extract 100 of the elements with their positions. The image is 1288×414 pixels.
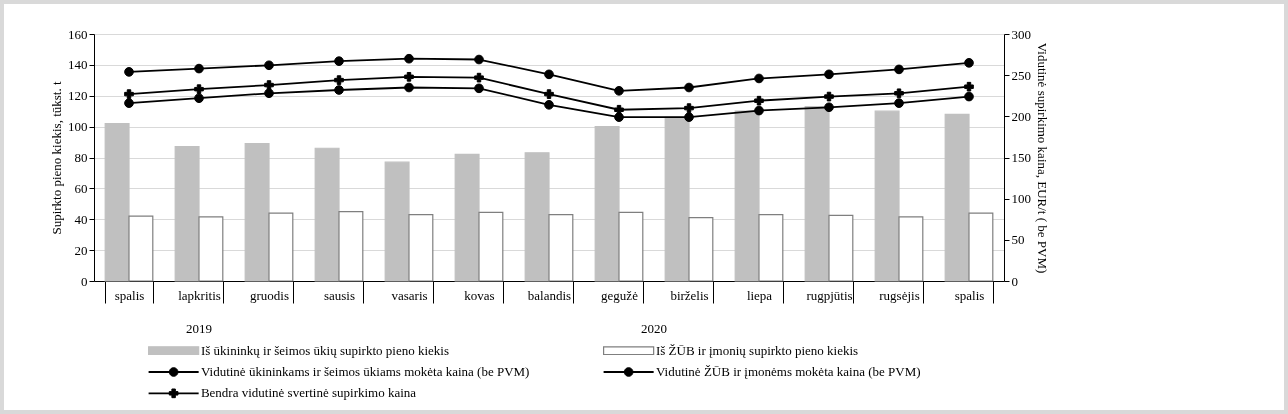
bar xyxy=(384,161,410,282)
y-tick-label: 120 xyxy=(68,88,88,104)
x-tick-label: vasaris xyxy=(391,287,428,303)
point xyxy=(684,82,694,93)
legend-label: Bendra vidutinė svertinė supirkimo kaina xyxy=(200,385,417,401)
x-tick-label: spalis xyxy=(114,287,145,303)
x-tick-label: sausis xyxy=(323,287,356,303)
x-tick-label: birželis xyxy=(670,287,709,303)
bar xyxy=(268,212,294,282)
point xyxy=(544,89,554,99)
legend-label: Vidutinė ūkininkams ir šeimos ūkiams mokėta kaina (be PVM) xyxy=(200,364,530,379)
y-tick-label: 20 xyxy=(74,242,88,258)
bar xyxy=(198,216,224,282)
bar xyxy=(804,105,830,282)
bar xyxy=(664,116,690,282)
x-tick-label: gruodis xyxy=(250,287,289,303)
bar xyxy=(594,126,620,282)
point xyxy=(964,58,974,68)
y-tick-label: 160 xyxy=(68,26,88,42)
legend-label: Iš ūkininkų ir šeimos ūkių supirkto pieno kiekis xyxy=(200,342,449,358)
text: 2020 xyxy=(641,321,667,336)
bar xyxy=(734,110,760,282)
y-tick-label: 60 xyxy=(74,180,88,196)
point xyxy=(334,85,344,95)
bar xyxy=(828,214,854,282)
x-tick-label: balandis xyxy=(527,287,572,303)
bar xyxy=(758,214,784,282)
y-tick-label: 140 xyxy=(68,57,88,73)
bar xyxy=(408,214,434,282)
x-tick-label: kovas xyxy=(464,287,495,303)
legend-label: Iš ŽŪB ir įmonių supirkto pieno kiekis xyxy=(655,342,859,358)
point xyxy=(474,72,484,83)
point xyxy=(264,80,274,90)
point xyxy=(544,69,554,80)
point xyxy=(824,69,834,80)
point xyxy=(264,60,274,71)
point xyxy=(194,84,204,94)
bar xyxy=(244,143,270,282)
bar xyxy=(128,215,154,282)
point xyxy=(194,93,204,104)
y-axis-title: Supirkto pieno kiekis, tūkst. t xyxy=(49,81,64,235)
x-tick-label: spalis xyxy=(954,287,985,303)
bar xyxy=(944,113,970,282)
point xyxy=(474,54,484,65)
x-tick-label: rugpjūtis xyxy=(806,287,853,303)
y2-tick-label: 150 xyxy=(1011,150,1031,165)
point xyxy=(964,91,974,102)
y2-tick-label: 0 xyxy=(1011,273,1018,289)
bar xyxy=(874,110,900,282)
point xyxy=(684,103,694,113)
point xyxy=(334,56,344,66)
bar xyxy=(338,210,364,282)
point xyxy=(824,91,834,102)
point xyxy=(124,98,134,108)
bar xyxy=(174,146,200,282)
x-tick-label: liepa xyxy=(746,287,773,303)
bar xyxy=(968,212,994,282)
point xyxy=(124,89,134,99)
x-tick-label: rugsėjis xyxy=(879,287,920,303)
point xyxy=(404,82,414,93)
text: 2019 xyxy=(186,321,212,336)
y-tick-label: 100 xyxy=(68,119,88,135)
bar xyxy=(618,211,644,282)
y2-tick-label: 100 xyxy=(1011,191,1031,207)
bar xyxy=(454,153,480,282)
y2-tick-label: 300 xyxy=(1011,26,1031,42)
point xyxy=(964,81,974,92)
y-tick-label: 0 xyxy=(81,273,88,289)
x-tick-label: gegužė xyxy=(601,287,639,303)
y2-tick-label: 200 xyxy=(1011,108,1031,124)
point xyxy=(124,67,134,77)
point xyxy=(894,98,904,108)
point xyxy=(614,104,624,115)
point xyxy=(474,83,484,94)
bar xyxy=(478,211,504,282)
point xyxy=(194,63,204,74)
legend-label: Vidutinė ŽŪB ir įmonėms mokėta kaina (be PVM) xyxy=(655,364,921,379)
bar xyxy=(688,217,714,282)
y2-tick-label: 250 xyxy=(1011,67,1031,83)
point xyxy=(754,105,764,116)
point xyxy=(614,85,624,96)
bar xyxy=(548,214,574,282)
bar xyxy=(524,152,550,282)
x-tick-label: lapkritis xyxy=(178,287,221,303)
point xyxy=(334,75,344,85)
bar xyxy=(898,216,924,282)
y2-axis-title: Vidutinė supirkimo kaina, EUR/t ( be PVM) xyxy=(1035,42,1050,274)
point xyxy=(404,71,414,82)
bar xyxy=(104,122,130,282)
point xyxy=(404,53,414,64)
point xyxy=(684,112,694,122)
bar xyxy=(314,147,340,282)
point xyxy=(544,99,554,110)
point xyxy=(824,102,834,113)
point xyxy=(894,64,904,75)
point xyxy=(264,88,274,99)
y-tick-label: 40 xyxy=(74,211,88,227)
y-tick-label: 80 xyxy=(74,150,88,165)
point xyxy=(754,73,764,84)
y2-tick-label: 50 xyxy=(1011,232,1025,248)
